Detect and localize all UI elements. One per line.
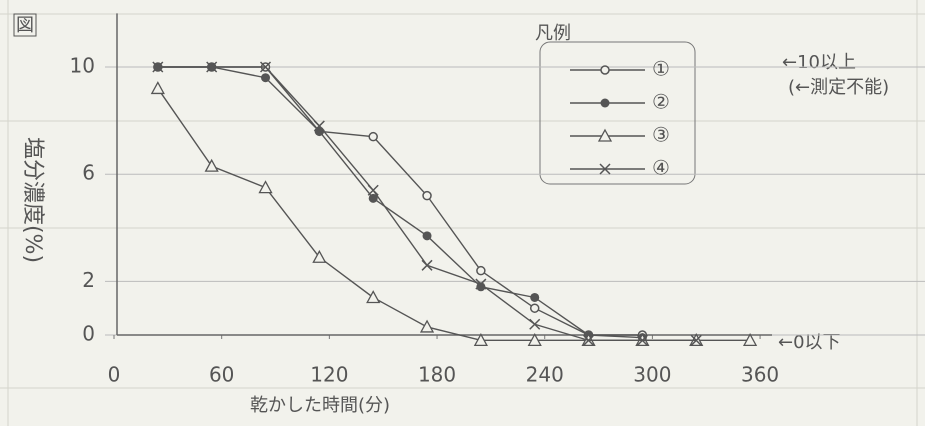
point [422,260,432,270]
point [601,66,609,74]
point [368,185,378,195]
point [601,99,610,108]
chart: 図 塩分濃度(%) 乾かした時間(分) 凡例 ←10以上 (←測定不能) ←0以… [0,0,925,426]
legend-label: ④ [652,156,670,180]
point [260,182,272,193]
y-tick-label: 10 [70,54,95,78]
legend-label: ① [652,57,670,81]
x-tick-label: 60 [209,363,234,387]
point [367,291,379,302]
x-tick-label: 120 [310,363,348,387]
point [152,82,164,93]
point [261,73,270,82]
x-tick-label: 240 [526,363,564,387]
legend-label: ③ [652,123,670,147]
point [206,160,218,171]
annotation: ←10以上 [782,52,856,73]
x-axis-label: 乾かした時間(分) [250,395,390,416]
series-line [158,67,643,335]
x-tick-label: 300 [633,363,671,387]
point [530,293,539,302]
x-tick-label: 180 [418,363,456,387]
legend-box [540,42,695,184]
x-tick-label: 360 [741,363,779,387]
point [530,319,540,329]
chart-title: 図 [16,15,34,36]
point [531,304,539,312]
point [369,133,377,141]
point [421,321,433,332]
y-tick-label: 6 [82,161,95,185]
point [477,267,485,275]
legend-label: ② [652,90,670,114]
point [423,231,432,240]
annotation: (←測定不能) [788,77,889,98]
y-tick-label: 2 [82,268,95,292]
legend-title: 凡例 [535,23,571,44]
series-line [158,67,696,340]
point [423,192,431,200]
y-tick-label: 0 [82,322,95,346]
series-line [158,67,643,338]
x-tick-label: 0 [108,363,121,387]
y-axis-label: 塩分濃度(%) [20,137,45,263]
